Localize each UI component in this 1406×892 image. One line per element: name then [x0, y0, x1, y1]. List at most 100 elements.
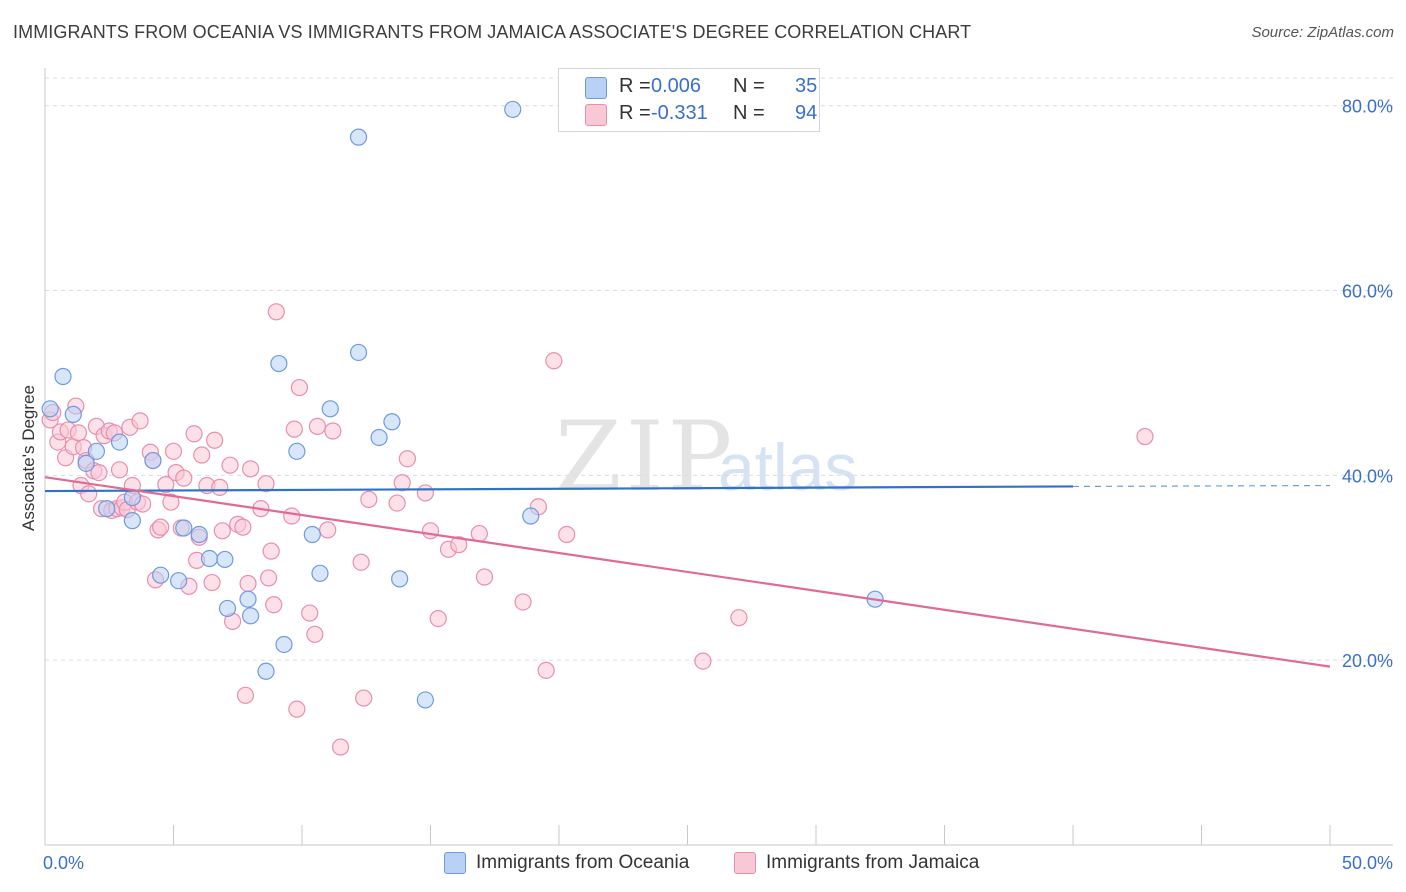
point-jamaica: [416, 484, 434, 502]
point-jamaica: [398, 450, 416, 468]
point-jamaica: [694, 652, 712, 670]
point-oceania: [239, 590, 257, 608]
point-jamaica: [131, 412, 149, 430]
bottom-legend-swatch-oceania: [444, 852, 466, 874]
point-jamaica: [324, 422, 342, 440]
y-tick-label: 20.0%: [1342, 651, 1393, 671]
point-jamaica: [265, 596, 283, 614]
point-jamaica: [393, 474, 411, 492]
point-jamaica: [421, 522, 440, 540]
point-jamaica: [234, 518, 252, 536]
point-oceania: [41, 400, 59, 418]
legend-n-value: 35: [795, 75, 818, 97]
point-oceania: [175, 519, 193, 537]
point-jamaica: [211, 478, 229, 496]
point-oceania: [270, 354, 288, 373]
point-oceania: [200, 549, 219, 568]
point-oceania: [77, 454, 95, 472]
point-jamaica: [157, 476, 175, 494]
correlation-legend: R = 0.006 N = 35 R = -0.331 N = 94: [558, 68, 820, 132]
point-jamaica: [236, 686, 255, 704]
point-jamaica: [352, 553, 370, 571]
point-oceania: [349, 128, 368, 146]
legend-swatch-jamaica: [585, 104, 607, 126]
point-jamaica: [470, 524, 488, 543]
point-jamaica: [259, 569, 278, 587]
point-jamaica: [162, 493, 180, 511]
point-jamaica: [429, 609, 447, 628]
y-axis-label: Associate's Degree: [19, 385, 38, 531]
legend-swatch-oceania: [585, 77, 607, 99]
point-oceania: [98, 500, 116, 518]
point-jamaica: [110, 461, 129, 479]
point-oceania: [123, 512, 141, 530]
watermark-atlas: atlas: [718, 430, 857, 504]
point-oceania: [370, 428, 388, 447]
point-jamaica: [558, 525, 576, 544]
point-jamaica: [69, 424, 88, 442]
point-jamaica: [80, 485, 98, 503]
legend-r-value: -0.331: [651, 102, 708, 124]
legend-n-label: N =: [733, 75, 765, 97]
trendline-jamaica: [44, 476, 1331, 668]
source-credit: Source: ZipAtlas.com: [1251, 24, 1394, 41]
legend-r-label: R =: [619, 75, 651, 97]
point-jamaica: [283, 507, 301, 525]
point-oceania: [170, 572, 188, 590]
point-jamaica: [475, 568, 494, 586]
point-oceania: [275, 635, 293, 654]
legend-r-value: 0.006: [651, 75, 702, 97]
point-jamaica: [450, 536, 468, 554]
point-oceania: [288, 442, 306, 460]
point-oceania: [190, 525, 208, 544]
point-jamaica: [360, 490, 378, 508]
point-jamaica: [331, 738, 350, 756]
legend-n-value: 94: [795, 102, 818, 124]
point-jamaica: [203, 573, 221, 592]
point-jamaica: [213, 522, 231, 540]
point-jamaica: [355, 689, 373, 707]
point-jamaica: [164, 442, 183, 460]
point-jamaica: [319, 521, 337, 539]
trendline-oceania: [44, 485, 1074, 493]
point-jamaica: [288, 700, 306, 718]
point-jamaica: [152, 518, 170, 536]
point-oceania: [383, 413, 401, 431]
legend-r-label: R =: [619, 102, 651, 124]
bottom-legend-label-oceania: Immigrants from Oceania: [476, 852, 690, 873]
y-tick-label: 60.0%: [1342, 282, 1393, 302]
point-oceania: [303, 525, 321, 544]
point-oceania: [54, 367, 72, 386]
point-jamaica: [537, 661, 555, 679]
point-jamaica: [262, 542, 280, 560]
point-oceania: [64, 405, 82, 423]
point-oceania: [218, 599, 237, 618]
point-jamaica: [1136, 427, 1154, 446]
bottom-legend-swatch-jamaica: [734, 852, 756, 874]
point-jamaica: [242, 460, 260, 478]
point-oceania: [257, 662, 275, 680]
point-jamaica: [306, 625, 324, 643]
point-jamaica: [267, 303, 285, 321]
point-jamaica: [290, 378, 309, 397]
point-jamaica: [388, 494, 406, 512]
x-tick-label: 0.0%: [43, 853, 84, 873]
point-oceania: [152, 566, 170, 584]
bottom-legend-label-jamaica: Immigrants from Jamaica: [766, 852, 980, 873]
point-jamaica: [257, 475, 275, 493]
point-jamaica: [514, 593, 532, 611]
legend-n-label: N =: [733, 102, 765, 124]
point-jamaica: [90, 463, 108, 482]
point-jamaica: [239, 574, 257, 593]
point-jamaica: [308, 417, 327, 435]
point-oceania: [391, 570, 409, 588]
point-jamaica: [301, 604, 319, 622]
y-tick-label: 40.0%: [1342, 466, 1393, 486]
point-oceania: [321, 400, 339, 418]
watermark-zip: ZIP: [555, 401, 736, 513]
x-tick-label: 50.0%: [1342, 853, 1393, 873]
point-oceania: [242, 607, 260, 625]
point-jamaica: [285, 420, 303, 438]
y-tick-label: 80.0%: [1342, 97, 1393, 117]
